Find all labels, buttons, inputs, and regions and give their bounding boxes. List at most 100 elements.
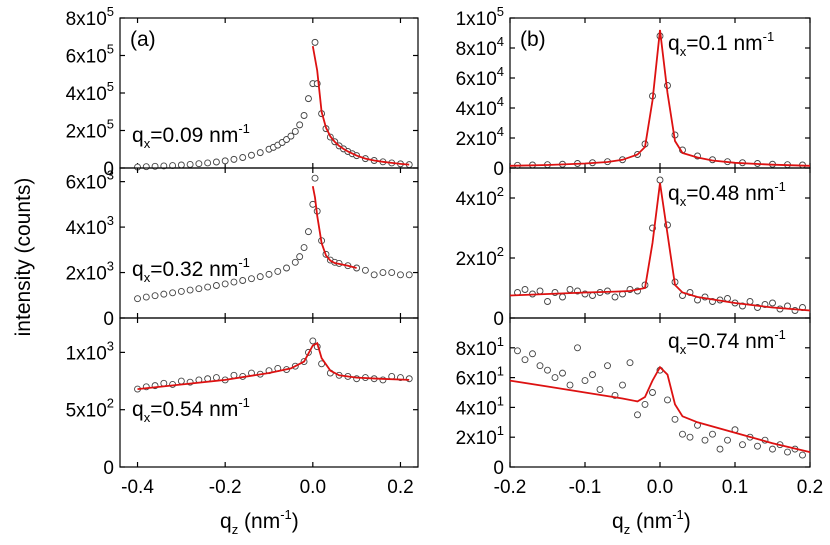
data-point xyxy=(212,158,220,166)
y-tick-mantissa: 5x10 xyxy=(66,401,107,422)
data-point xyxy=(177,161,185,169)
y-tick-mantissa: 4x10 xyxy=(66,218,107,239)
data-point xyxy=(634,411,641,419)
x-tick-label: 0.0 xyxy=(300,477,326,498)
data-point xyxy=(177,287,185,295)
data-point xyxy=(551,374,559,382)
fit-line xyxy=(137,341,410,390)
fit-line xyxy=(311,45,410,166)
qx-annotation-base: q xyxy=(668,182,680,205)
y-tick-exponent: 3 xyxy=(107,213,114,228)
data-point xyxy=(589,292,596,299)
fit-line xyxy=(311,186,357,269)
data-point xyxy=(536,287,544,295)
data-point xyxy=(311,174,319,182)
data-point xyxy=(221,280,229,288)
data-point xyxy=(574,344,581,352)
fit-line xyxy=(509,29,811,167)
y-tick-mantissa: 2x10 xyxy=(456,249,497,270)
qx-annotation-text: =0.48 nm xyxy=(686,182,774,205)
x-axis-title-right-sub: z xyxy=(624,522,631,537)
x-axis-title-left: qz (nm-1) xyxy=(220,507,299,537)
data-point xyxy=(671,415,679,423)
data-point xyxy=(256,149,264,157)
data-point xyxy=(204,283,212,291)
y-tick-mantissa: 4x10 xyxy=(456,398,497,419)
data-point xyxy=(309,337,317,345)
x-tick-label: 0.2 xyxy=(387,477,413,498)
data-point xyxy=(230,155,238,163)
data-point xyxy=(311,38,319,46)
data-point xyxy=(300,244,308,251)
y-tick-exponent: 5 xyxy=(107,42,114,57)
data-point xyxy=(134,295,141,303)
y-tick-label: 8x104 xyxy=(456,34,504,60)
data-point xyxy=(589,371,596,379)
data-point xyxy=(274,267,282,275)
data-point xyxy=(769,299,776,307)
data-point xyxy=(799,451,806,459)
qx-annotation-text: =0.09 nm xyxy=(150,124,238,147)
x-tick-label: 0.1 xyxy=(722,477,748,498)
data-point xyxy=(649,389,656,396)
data-point xyxy=(370,271,378,279)
y-tick-label: 0 xyxy=(103,458,114,479)
y-tick-exponent: 5 xyxy=(497,4,504,19)
x-axis-title-left-rest: (nm xyxy=(238,510,280,533)
y-tick-mantissa: 8x10 xyxy=(456,39,497,60)
data-point xyxy=(177,377,185,385)
data-point xyxy=(397,271,404,279)
y-tick-exponent: 5 xyxy=(107,79,114,94)
x-tick-label: 0.2 xyxy=(797,477,823,498)
y-tick-label: 1x103 xyxy=(66,338,114,364)
data-point xyxy=(656,176,664,184)
data-point xyxy=(544,298,551,305)
qx-annotation: qx=0.48 nm-1 xyxy=(668,179,786,209)
x-tick-label: 0.0 xyxy=(647,477,673,498)
y-tick-label: 8x101 xyxy=(456,334,504,360)
data-point xyxy=(195,285,203,293)
y-axis-title: intensity (counts) xyxy=(12,178,35,337)
data-point xyxy=(641,400,649,408)
y-tick-mantissa: 4x10 xyxy=(456,99,497,120)
data-point xyxy=(724,436,731,444)
y-tick-label: 0 xyxy=(493,458,504,479)
qx-annotation-sub: x xyxy=(144,270,151,285)
data-point xyxy=(239,154,247,161)
data-point xyxy=(405,271,413,279)
x-axis-title-left-sub: z xyxy=(232,522,239,537)
y-tick-label: 2x104 xyxy=(456,124,504,150)
x-axis-title-left-close: ) xyxy=(292,510,299,533)
data-point xyxy=(304,228,312,236)
data-point xyxy=(769,445,776,453)
data-point xyxy=(544,366,551,374)
y-tick-label: 4x105 xyxy=(66,79,114,105)
x-axis-title-right: qz (nm-1) xyxy=(612,507,691,537)
y-tick-exponent: 1 xyxy=(497,393,504,408)
y-tick-exponent: 2 xyxy=(497,184,504,199)
qx-annotation: qx=0.09 nm-1 xyxy=(132,121,250,151)
qx-annotation-sup: -1 xyxy=(238,395,250,410)
y-tick-label: 4x103 xyxy=(66,213,114,239)
data-point xyxy=(536,362,544,370)
y-tick-label: 1x105 xyxy=(456,4,504,30)
y-tick-label: 2x101 xyxy=(456,423,504,449)
data-point xyxy=(514,347,521,355)
data-point xyxy=(169,289,177,297)
y-tick-mantissa: 6x10 xyxy=(66,47,107,68)
y-tick-label: 0 xyxy=(103,159,114,180)
data-point xyxy=(186,160,194,168)
qx-annotation: qx=0.54 nm-1 xyxy=(132,395,250,425)
data-point xyxy=(611,293,619,301)
y-tick-label: 4x102 xyxy=(456,184,504,210)
data-point xyxy=(529,350,536,358)
qx-annotation-sup: -1 xyxy=(774,179,786,194)
y-tick-label: 2x102 xyxy=(456,244,504,270)
panel-a3: 0 5x102 1x103 -0.4 -0.2 0.0 0.2 qx=0.54 nm-1 xyxy=(66,317,419,498)
qx-annotation-sub: x xyxy=(680,342,687,357)
data-point xyxy=(283,264,290,272)
data-point xyxy=(160,290,168,298)
